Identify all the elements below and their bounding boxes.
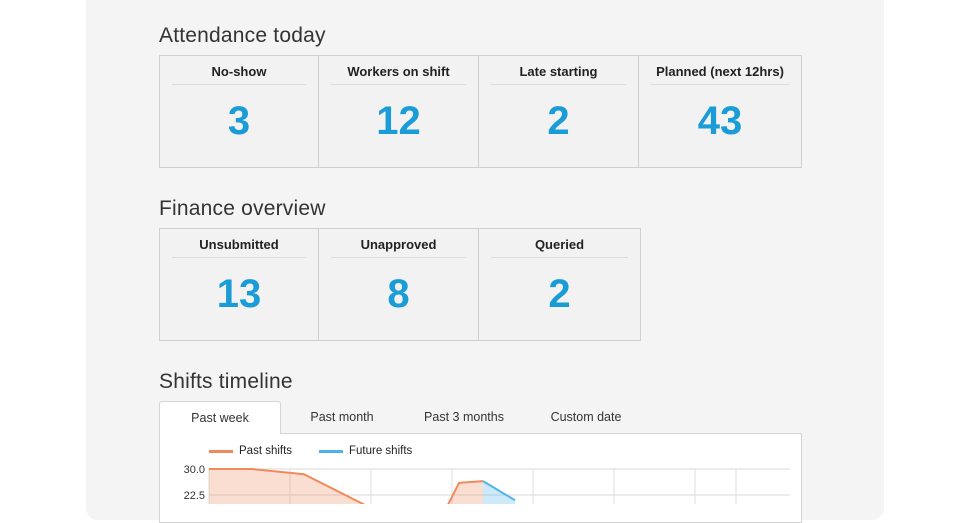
card-value: 12 <box>376 99 421 143</box>
card-divider <box>491 84 626 85</box>
attendance-card-no-show[interactable]: No-show 3 <box>159 55 319 168</box>
attendance-title: Attendance today <box>159 24 326 47</box>
card-label: Late starting <box>519 64 598 79</box>
attendance-card-planned[interactable]: Planned (next 12hrs) 43 <box>638 55 802 168</box>
timeline-tabs: Past week Past month Past 3 months Custo… <box>159 401 647 434</box>
card-value: 2 <box>547 99 570 143</box>
y-tick-label: 30.0 <box>184 464 205 476</box>
card-value: 2 <box>548 272 571 316</box>
series-line-future-shifts <box>482 480 516 502</box>
series-area-past-shifts <box>209 469 483 504</box>
card-label: Unsubmitted <box>199 237 279 252</box>
card-value: 43 <box>697 99 743 143</box>
legend-label: Future shifts <box>349 445 413 457</box>
card-value: 3 <box>227 99 251 143</box>
card-label: Unapproved <box>360 237 437 252</box>
attendance-card-late-starting[interactable]: Late starting 2 <box>478 55 639 168</box>
finance-title: Finance overview <box>159 197 326 220</box>
card-label: Planned (next 12hrs) <box>656 64 784 79</box>
card-divider <box>331 257 466 258</box>
card-divider <box>172 84 306 85</box>
card-label: No-show <box>211 64 267 79</box>
finance-card-queried[interactable]: Queried 2 <box>478 228 641 341</box>
tab-custom-date[interactable]: Custom date <box>550 410 622 424</box>
tab-past-week[interactable]: Past week <box>159 401 281 434</box>
past-shifts-swatch <box>209 449 233 453</box>
finance-card-unsubmitted[interactable]: Unsubmitted 13 <box>159 228 319 341</box>
attendance-card-workers-on-shift[interactable]: Workers on shift 12 <box>318 55 479 168</box>
attendance-cards: No-show 3 Workers on shift 12 Late start… <box>159 55 802 168</box>
card-label: Workers on shift <box>347 64 450 79</box>
legend-item-future-shifts[interactable]: Future shifts <box>319 445 412 457</box>
timeline-title: Shifts timeline <box>159 370 293 393</box>
future-shifts-swatch <box>319 449 343 453</box>
card-divider <box>172 257 306 258</box>
tab-past-3-months[interactable]: Past 3 months <box>424 410 504 424</box>
finance-card-unapproved[interactable]: Unapproved 8 <box>318 228 479 341</box>
y-tick-label: 22.5 <box>184 490 205 502</box>
card-divider <box>331 84 466 85</box>
legend-label: Past shifts <box>239 445 293 457</box>
card-value: 8 <box>387 272 410 316</box>
tab-past-month[interactable]: Past month <box>310 410 374 424</box>
card-divider <box>491 257 628 258</box>
series-line-past-shifts <box>209 468 484 504</box>
shifts-timeline-chart: 30.0 22.5 <box>184 464 790 504</box>
legend-item-past-shifts[interactable]: Past shifts <box>209 445 292 457</box>
card-value: 13 <box>216 272 262 316</box>
finance-cards: Unsubmitted 13 Unapproved 8 Queried 2 <box>159 228 641 341</box>
card-divider <box>651 84 789 85</box>
card-label: Queried <box>534 237 585 252</box>
